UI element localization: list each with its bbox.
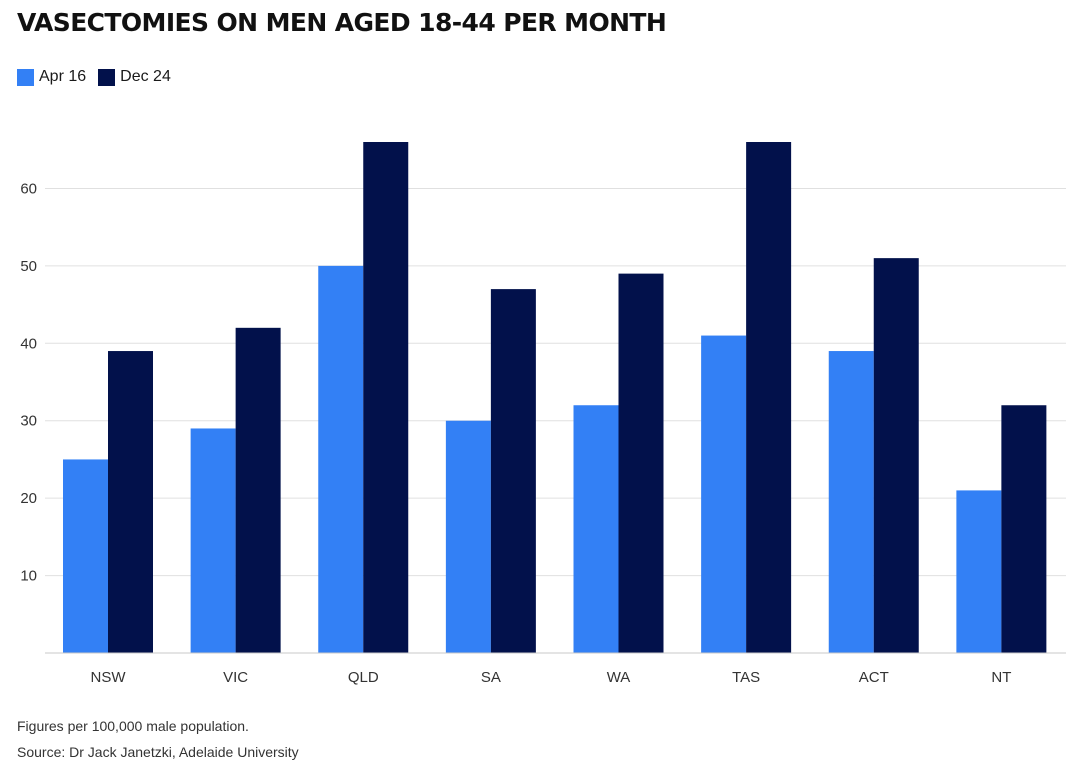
y-tick-label-30: 30	[20, 413, 37, 430]
x-tick-label-nt: NT	[991, 669, 1011, 686]
legend-label-apr-16: Apr 16	[39, 68, 87, 85]
legend-swatch-apr-16	[17, 68, 34, 86]
legend-item-dec-24: Dec 24	[98, 68, 171, 86]
bar-vic-dec-24	[235, 327, 281, 653]
bar-qld-apr-16	[318, 265, 364, 653]
legend-swatch-dec-24	[98, 68, 116, 86]
y-tick-label-10: 10	[20, 568, 37, 585]
bar-nsw-apr-16	[63, 459, 108, 653]
x-tick-label-qld: QLD	[348, 669, 379, 686]
bar-sa-dec-24	[490, 289, 536, 653]
bar-act-dec-24	[873, 258, 919, 653]
bar-nt-apr-16	[956, 490, 1002, 653]
x-tick-label-act: ACT	[859, 669, 889, 686]
bar-qld-dec-24	[363, 142, 409, 653]
bar-wa-apr-16	[573, 405, 619, 653]
x-tick-label-nsw: NSW	[91, 669, 127, 686]
bar-nsw-dec-24	[108, 351, 153, 653]
y-tick-label-40: 40	[20, 335, 37, 352]
source-note: Source: Dr Jack Janetzki, Adelaide Unive…	[17, 744, 299, 760]
y-tick-label-60: 60	[20, 180, 37, 197]
footnote: Figures per 100,000 male population.	[17, 718, 249, 734]
bar-tas-dec-24	[746, 142, 792, 653]
x-tick-label-sa: SA	[481, 669, 501, 686]
bar-nt-dec-24	[1001, 405, 1047, 653]
legend: Apr 16 Dec 24	[17, 68, 183, 86]
bar-sa-apr-16	[445, 420, 491, 653]
bar-tas-apr-16	[701, 335, 747, 653]
x-tick-label-tas: TAS	[732, 669, 760, 686]
y-tick-label-20: 20	[20, 490, 37, 507]
bar-wa-dec-24	[618, 273, 664, 653]
x-tick-label-vic: VIC	[223, 669, 248, 686]
bar-vic-apr-16	[190, 428, 236, 653]
bar-act-apr-16	[828, 351, 874, 653]
x-tick-label-wa: WA	[607, 669, 631, 686]
legend-label-dec-24: Dec 24	[120, 68, 171, 85]
chart-title: VASECTOMIES ON MEN AGED 18-44 PER MONTH	[17, 8, 667, 37]
y-tick-label-50: 50	[20, 258, 37, 275]
legend-item-apr-16: Apr 16	[17, 68, 86, 86]
